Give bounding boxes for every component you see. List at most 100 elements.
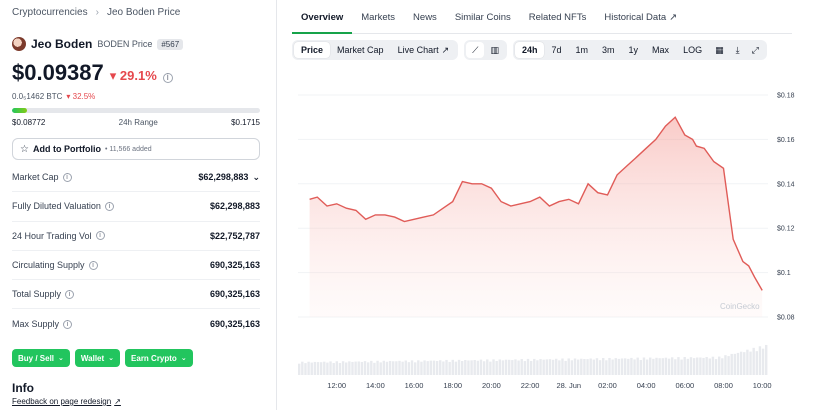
- price-chart-button[interactable]: Price: [294, 42, 331, 58]
- add-to-portfolio-button[interactable]: ☆ Add to Portfolio • 11,566 added: [12, 138, 260, 160]
- info-icon[interactable]: i: [62, 172, 72, 182]
- volume-bar: [426, 361, 429, 375]
- volume-bar: [746, 349, 749, 375]
- range-7d[interactable]: 7d: [551, 45, 562, 55]
- chart-style-toggle: ⟋ ▥: [464, 40, 507, 60]
- volume-bar: [464, 360, 467, 375]
- range-3m[interactable]: 3m: [602, 45, 615, 55]
- price-chart[interactable]: $0.18 $0.16 $0.14 $0.12 $0.1 $0.08 12:00 14:00 1…: [292, 85, 812, 405]
- volume-bar: [761, 348, 765, 375]
- volume-bar: [592, 359, 596, 375]
- x-tick-label: 20:00: [482, 381, 501, 390]
- volume-bar: [476, 360, 480, 375]
- stat-label: Fully Diluted Valuation: [12, 201, 101, 212]
- volume-bar: [366, 362, 370, 375]
- volume-bar: [492, 359, 495, 375]
- tab-similar-coins[interactable]: Similar Coins: [454, 12, 511, 23]
- volume-bar: [379, 362, 382, 375]
- volume-bar: [301, 361, 304, 375]
- info-icon[interactable]: i: [88, 260, 98, 270]
- volume-bar: [323, 361, 326, 375]
- chevron-down-icon[interactable]: ⌄: [252, 171, 260, 182]
- volume-bar: [602, 357, 605, 375]
- volume-bar: [345, 362, 348, 375]
- download-icon[interactable]: ⤓: [735, 44, 740, 55]
- range-max[interactable]: Max: [652, 45, 670, 55]
- line-chart-icon[interactable]: ⟋: [466, 42, 485, 58]
- volume-bar: [536, 360, 539, 375]
- volume-bar: [398, 360, 401, 375]
- volume-bar: [423, 360, 426, 375]
- volume-bar: [338, 363, 342, 375]
- volume-bar: [479, 359, 483, 375]
- tab-markets[interactable]: Markets: [361, 12, 396, 23]
- earn-crypto-button[interactable]: Earn Crypto ⌄: [125, 349, 193, 367]
- feedback-link[interactable]: Feedback on page redesign ↗: [12, 397, 121, 406]
- info-icon[interactable]: i: [104, 201, 114, 211]
- volume-bar: [670, 357, 674, 375]
- volume-bar: [573, 358, 577, 375]
- range-1y[interactable]: 1y: [628, 45, 639, 55]
- volume-bar: [298, 363, 301, 375]
- buy-sell-button[interactable]: Buy / Sell ⌄: [12, 349, 70, 367]
- log-scale-toggle[interactable]: LOG: [683, 45, 703, 55]
- stat-row-trading-vol: 24 Hour Trading Vol i $22,752,787: [12, 222, 260, 251]
- live-chart-button[interactable]: Live Chart ↗: [391, 42, 457, 58]
- earn-crypto-label: Earn Crypto: [131, 353, 177, 363]
- volume-bar: [608, 357, 611, 375]
- volume-bar: [529, 360, 533, 375]
- tab-overview[interactable]: Overview: [292, 0, 353, 34]
- market-cap-chart-button[interactable]: Market Cap: [337, 45, 384, 55]
- stat-label: Max Supply: [12, 319, 60, 330]
- action-buttons: Buy / Sell ⌄ Wallet ⌄ Earn Crypto ⌄: [12, 349, 193, 367]
- candlestick-chart-icon[interactable]: ▥: [490, 44, 499, 55]
- volume-bar: [495, 360, 498, 375]
- price-chart-svg: $0.18 $0.16 $0.14 $0.12 $0.1 $0.08 12:00 14:00 1…: [298, 93, 795, 390]
- volume-bar: [429, 360, 433, 375]
- range-label[interactable]: 24h Range: [118, 118, 158, 127]
- x-tick-label: 06:00: [675, 381, 694, 390]
- coin-name: Jeo Boden: [31, 37, 93, 51]
- volume-bar: [633, 359, 636, 375]
- stat-row-fdv: Fully Diluted Valuation i $62,298,883: [12, 192, 260, 222]
- volume-bar: [758, 346, 762, 375]
- volume-bar: [736, 352, 740, 375]
- breadcrumb-root[interactable]: Cryptocurrencies: [12, 7, 88, 18]
- tab-historical-data[interactable]: Historical Data ↗: [595, 0, 686, 34]
- volume-bar: [473, 359, 476, 375]
- price-area: [309, 117, 763, 317]
- volume-bar: [598, 360, 602, 375]
- volume-bar: [392, 361, 395, 375]
- stat-label: Market Cap: [12, 172, 59, 183]
- volume-bar: [448, 361, 451, 375]
- buy-sell-label: Buy / Sell: [18, 353, 55, 363]
- y-tick-label: $0.08: [777, 315, 795, 322]
- volume-bar: [360, 361, 364, 375]
- wallet-button[interactable]: Wallet ⌄: [74, 349, 121, 367]
- volume-bar: [432, 360, 436, 375]
- volume-bar: [514, 359, 517, 375]
- volume-bar: [482, 361, 486, 375]
- range-high: $0.1715: [231, 118, 260, 127]
- volume-bar: [511, 360, 514, 375]
- tab-news[interactable]: News: [413, 12, 437, 23]
- stat-value: 690,325,163: [209, 260, 260, 271]
- btc-price: 0.0₅1462 BTC: [12, 92, 63, 101]
- tab-related-nfts[interactable]: Related NFTs: [528, 12, 587, 23]
- info-icon[interactable]: i: [65, 289, 75, 299]
- stats-list: Market Cap i $62,298,883 ⌄ Fully Diluted V…: [12, 163, 260, 339]
- stat-row-circulating-supply: Circulating Supply i 690,325,163: [12, 251, 260, 281]
- coin-header: Jeo Boden BODEN Price #567: [12, 37, 184, 51]
- fullscreen-icon[interactable]: ⤢: [751, 44, 759, 55]
- volume-bar: [329, 361, 332, 375]
- info-icon[interactable]: i: [63, 319, 73, 329]
- volume-bar: [520, 359, 523, 375]
- info-icon[interactable]: i: [95, 231, 105, 241]
- calendar-icon[interactable]: ▦: [715, 44, 724, 55]
- range-24h[interactable]: 24h: [514, 42, 545, 58]
- volume-bar: [395, 361, 398, 375]
- info-icon[interactable]: i: [162, 72, 173, 83]
- portfolio-label: Add to Portfolio: [32, 144, 101, 154]
- range-1m[interactable]: 1m: [575, 45, 589, 55]
- volume-bar: [313, 361, 317, 375]
